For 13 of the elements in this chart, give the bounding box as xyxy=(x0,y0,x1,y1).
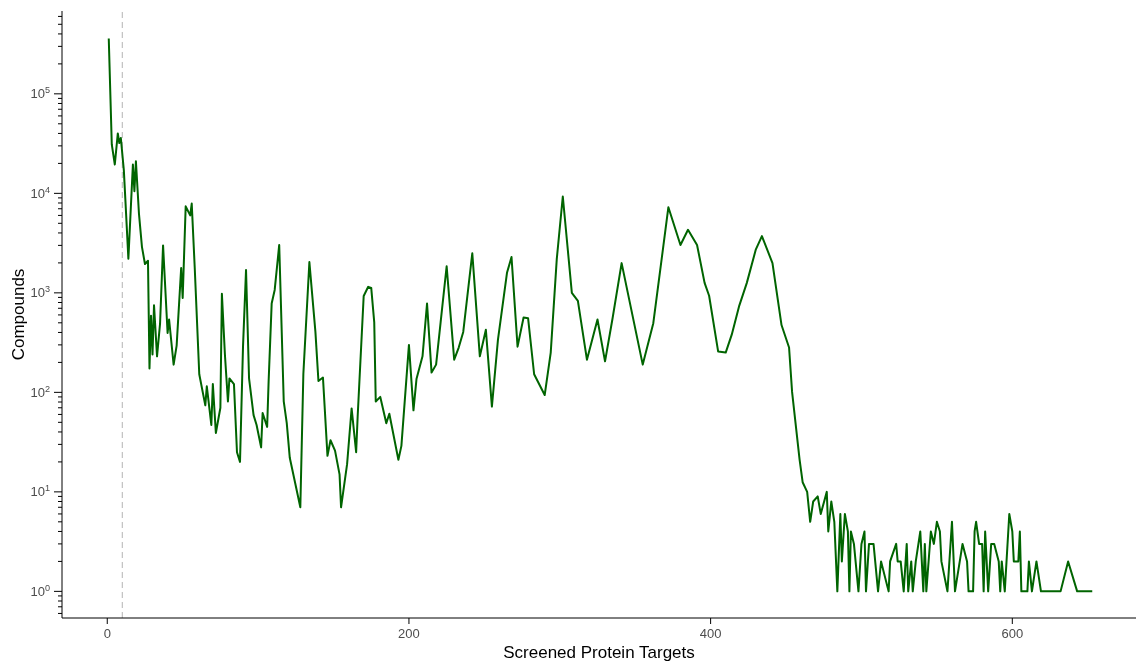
x-tick-label: 200 xyxy=(398,626,420,642)
y-axis-title: Compounds xyxy=(8,268,28,361)
x-tick-label: 600 xyxy=(1001,626,1024,642)
y-tick-label: 10$^{0}$ xyxy=(30,582,50,599)
x-tick-label: 400 xyxy=(699,626,722,642)
x-tick-label: 0 xyxy=(103,626,111,642)
y-tick-label: 10$^{4}$ xyxy=(30,184,50,201)
line-series xyxy=(107,37,1094,593)
y-tick-label: 10$^{3}$ xyxy=(30,284,50,301)
y-tick-label: 10$^{1}$ xyxy=(30,483,50,500)
y-tick-label: 10$^{5}$ xyxy=(30,85,50,102)
y-tick-label: 10$^{2}$ xyxy=(30,383,50,400)
x-axis-title: Screened Protein Targets xyxy=(503,643,695,662)
